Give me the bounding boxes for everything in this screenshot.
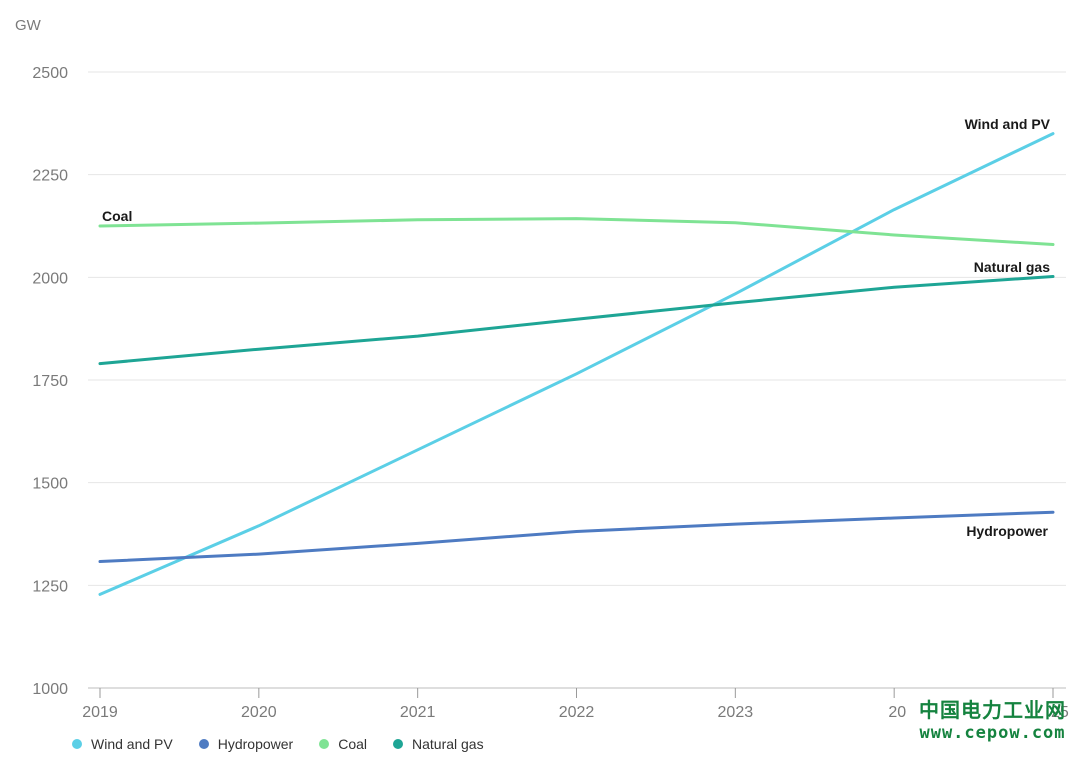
legend-label: Coal [338,736,367,752]
series-line-natural-gas [98,275,1055,366]
y-axis-unit: GW [15,17,42,34]
y-tick-label: 1000 [32,681,68,698]
x-axis: 2019 2020 2021 2022 2023 20 25 [82,687,1069,721]
legend-item-wind-pv[interactable]: Wind and PV [72,736,173,752]
watermark: 中国电力工业网 www.cepow.com [919,694,1066,743]
legend-item-natural-gas[interactable]: Natural gas [393,736,484,752]
legend-item-coal[interactable]: Coal [319,736,367,752]
x-tick-label: 2020 [241,704,277,721]
x-tick-label: 25 [1051,704,1069,721]
series-label-coal: Coal [102,208,132,224]
series-label-wind-pv: Wind and PV [965,116,1051,132]
legend-dot-icon [319,739,330,749]
series-label-natural-gas: Natural gas [974,259,1050,275]
y-axis-ticks: 1000 1250 1500 1750 2000 2250 2500 [32,65,68,698]
legend-label: Natural gas [412,736,484,752]
series-lines [98,132,1055,596]
legend-dot-icon [72,739,82,749]
legend-label: Wind and PV [91,736,173,752]
series-line-coal [98,217,1055,246]
y-tick-label: 2250 [32,168,68,185]
series-label-hydropower: Hydropower [966,523,1048,539]
legend-dot-icon [198,739,209,749]
watermark-url: www.cepow.com [919,723,1066,743]
x-tick-label: 2022 [559,704,595,721]
y-tick-label: 2000 [32,270,68,287]
series-line-hydropower [98,510,1055,563]
y-tick-label: 2500 [32,65,68,82]
y-tick-label: 1250 [32,578,68,595]
y-tick-label: 1500 [32,476,68,493]
x-tick-label: 2019 [82,704,118,721]
x-tick-label: 2021 [400,704,436,721]
legend: Wind and PV Hydropower Coal Natural gas [72,736,484,752]
y-tick-label: 1750 [32,373,68,390]
legend-dot-icon [393,739,403,749]
legend-label: Hydropower [217,736,294,752]
watermark-title: 中国电力工业网 [919,698,1066,722]
x-tick-label: 2023 [718,704,754,721]
gridlines [88,71,1066,586]
series-line-wind-and-pv [98,132,1055,596]
legend-item-hydropower[interactable]: Hydropower [198,736,294,752]
x-tick-label: 20 [888,704,906,721]
